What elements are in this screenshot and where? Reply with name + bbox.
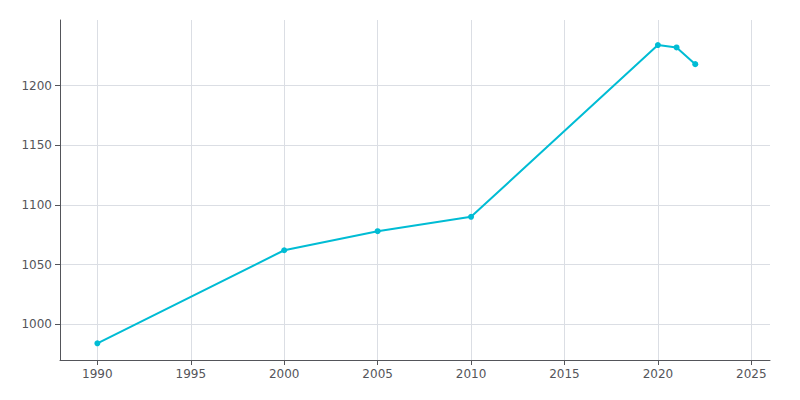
svg-text:2025: 2025 [736,367,767,381]
svg-text:2000: 2000 [269,367,300,381]
svg-text:2005: 2005 [362,367,393,381]
svg-text:2020: 2020 [643,367,674,381]
svg-text:1100: 1100 [21,198,52,212]
svg-text:1050: 1050 [21,258,52,272]
svg-text:1200: 1200 [21,79,52,93]
svg-text:2010: 2010 [456,367,487,381]
svg-text:2015: 2015 [549,367,580,381]
svg-text:1150: 1150 [21,138,52,152]
svg-text:1995: 1995 [176,367,207,381]
svg-text:1990: 1990 [82,367,113,381]
svg-text:1000: 1000 [21,317,52,331]
